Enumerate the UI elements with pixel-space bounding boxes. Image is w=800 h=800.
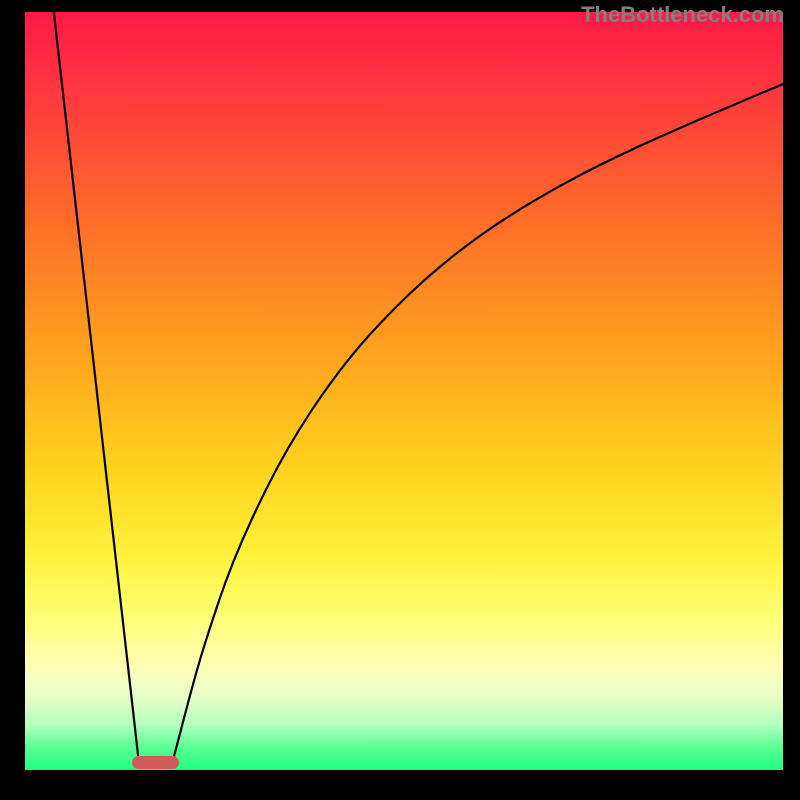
- right-curve: [173, 84, 783, 761]
- chart-container: TheBottleneck.com: [0, 0, 800, 800]
- minimum-marker: [132, 756, 179, 770]
- plot-area: [25, 12, 783, 770]
- left-line: [54, 12, 139, 761]
- watermark-text: TheBottleneck.com: [581, 2, 784, 28]
- curve-layer: [25, 12, 783, 770]
